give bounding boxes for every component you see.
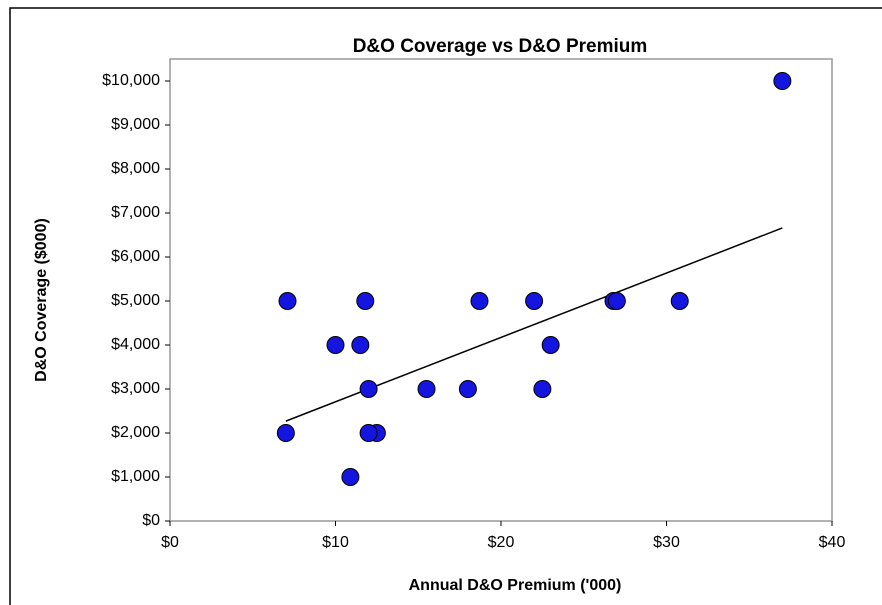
scatter-point (670, 292, 689, 310)
scatter-point (417, 380, 436, 398)
scatter-point (278, 292, 297, 310)
scatter-point (533, 380, 552, 398)
y-tick-label: $3,000 (111, 380, 160, 397)
scatter-point (356, 292, 375, 310)
plot-area (169, 58, 833, 522)
y-tick-label: $10,000 (102, 72, 160, 89)
scatter-point (351, 336, 370, 354)
y-tick-label: $2,000 (111, 424, 160, 441)
scatter-point (359, 380, 378, 398)
x-tick-label: $10 (322, 534, 349, 551)
y-tick-label: $4,000 (111, 336, 160, 353)
y-tick-label: $6,000 (111, 248, 160, 265)
scatter-point (326, 336, 345, 354)
scatter-point (773, 72, 792, 90)
scatter-point (525, 292, 544, 310)
scatter-point (541, 336, 560, 354)
scatter-point (276, 424, 295, 442)
scatter-point (470, 292, 489, 310)
y-axis-title: D&O Coverage ($000) (33, 218, 50, 382)
y-tick-label: $0 (142, 512, 160, 529)
x-tick-label: $40 (819, 534, 846, 551)
scatter-point (341, 468, 360, 486)
x-tick-label: $0 (161, 534, 179, 551)
x-axis-title: Annual D&O Premium ('000) (409, 577, 622, 594)
scatter-point (359, 424, 378, 442)
scatter-point (458, 380, 477, 398)
y-tick-label: $5,000 (111, 292, 160, 309)
chart-title: D&O Coverage vs D&O Premium (353, 36, 648, 57)
x-tick-label: $20 (488, 534, 515, 551)
scatter-point (607, 292, 626, 310)
y-tick-label: $1,000 (111, 468, 160, 485)
y-tick-label: $7,000 (111, 204, 160, 221)
y-tick-label: $9,000 (111, 116, 160, 133)
y-tick-label: $8,000 (111, 160, 160, 177)
x-tick-label: $30 (653, 534, 680, 551)
